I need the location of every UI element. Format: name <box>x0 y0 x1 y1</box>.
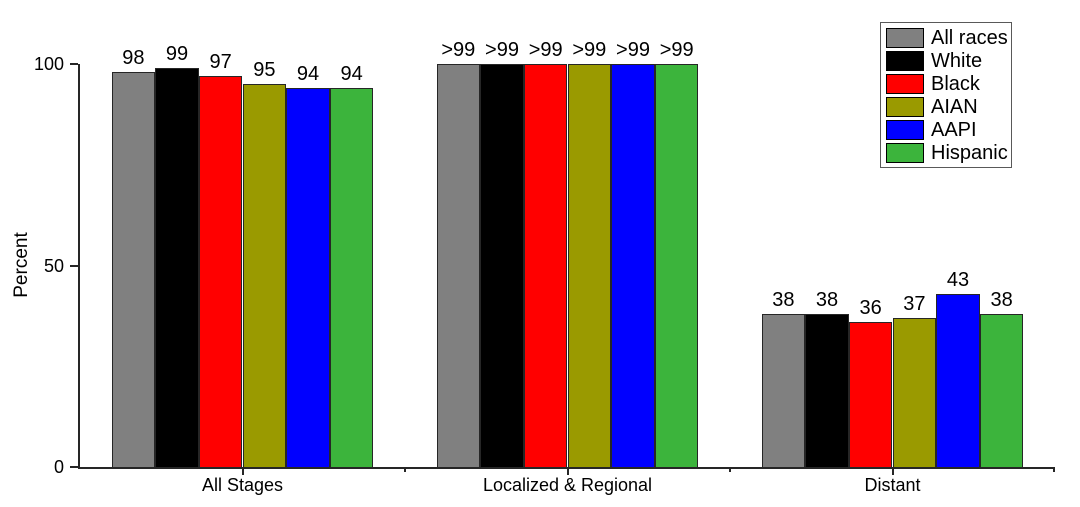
category-group: 98 99 97 95 94 94 <box>80 44 405 467</box>
bar-value-label: 95 <box>253 59 276 82</box>
legend-label: All races <box>931 26 1008 49</box>
x-tick-center <box>241 467 244 475</box>
x-tick-center <box>566 467 569 475</box>
bar <box>523 64 568 467</box>
bar <box>436 64 481 467</box>
bar <box>611 64 655 467</box>
bar <box>155 68 199 467</box>
bar <box>892 317 937 467</box>
legend-item: AAPI <box>881 118 1011 141</box>
x-tick-end <box>1053 467 1055 472</box>
category-group: >99 >99 >99 >99 >99 >99 <box>405 40 730 467</box>
legend-swatch <box>886 73 924 94</box>
category-label: All Stages <box>201 475 284 495</box>
legend-label: White <box>931 49 983 72</box>
bar <box>329 88 374 467</box>
legend: All races White Black AIAN AAPI Hispanic <box>880 22 1012 168</box>
bar <box>654 64 699 467</box>
y-tick <box>70 63 78 65</box>
bar-value-label: 94 <box>340 63 363 86</box>
bar <box>567 64 612 467</box>
y-tick-label: 100 <box>33 54 64 74</box>
bar <box>242 84 287 467</box>
bar <box>480 64 524 467</box>
bar <box>761 313 806 467</box>
bar-value-label: 43 <box>946 268 970 291</box>
bar-value-label: >99 <box>485 39 519 61</box>
legend-swatch <box>886 142 924 163</box>
bar-value-label: >99 <box>659 39 694 61</box>
bar-value-label: 98 <box>122 47 145 70</box>
legend-swatch <box>886 27 924 48</box>
legend-item: Hispanic <box>881 141 1011 164</box>
bar <box>936 293 980 467</box>
bar <box>111 72 156 467</box>
y-tick-label: 50 <box>43 255 64 276</box>
bar-value-label: >99 <box>572 39 607 61</box>
x-tick-center <box>891 467 894 475</box>
bar <box>848 321 893 467</box>
legend-label: AAPI <box>931 118 977 141</box>
bar-value-label: >99 <box>528 39 563 61</box>
legend-label: AIAN <box>931 95 978 118</box>
bar <box>979 313 1024 467</box>
x-tick-boundary <box>729 467 731 472</box>
bar <box>805 313 849 467</box>
legend-label: Black <box>931 72 980 95</box>
y-tick <box>70 466 78 468</box>
bar-value-label: 94 <box>296 63 320 86</box>
bar <box>286 88 330 467</box>
category-group: 38 38 36 37 43 38 <box>730 64 1055 467</box>
legend-label: Hispanic <box>931 141 1008 164</box>
bar-value-label: >99 <box>616 39 650 61</box>
legend-swatch <box>886 96 924 117</box>
category-label: Distant <box>864 475 921 495</box>
legend-swatch <box>886 50 924 71</box>
y-tick <box>70 264 78 267</box>
bar <box>198 76 243 467</box>
x-tick-boundary <box>404 467 406 472</box>
bar-value-label: >99 <box>441 39 476 61</box>
legend-swatch <box>886 119 924 140</box>
bar-value-label: 99 <box>165 43 189 66</box>
plot-area: 0 50 100 98 99 97 95 94 94 All Stages >99 >99 >99 >99… <box>34 40 1055 495</box>
bar-value-label: 38 <box>815 288 839 311</box>
legend-item: White <box>881 49 1011 72</box>
legend-item: AIAN <box>881 95 1011 118</box>
legend-item: Black <box>881 72 1011 95</box>
y-tick-label: 0 <box>53 457 64 477</box>
legend-item: All races <box>881 26 1011 49</box>
bar-value-label: 97 <box>209 51 232 74</box>
bar-value-label: 38 <box>772 288 795 311</box>
bar-value-label: 36 <box>859 296 882 319</box>
category-label: Localized & Regional <box>482 475 653 495</box>
bar-value-label: 37 <box>903 292 926 315</box>
bar-value-label: 38 <box>990 288 1013 311</box>
